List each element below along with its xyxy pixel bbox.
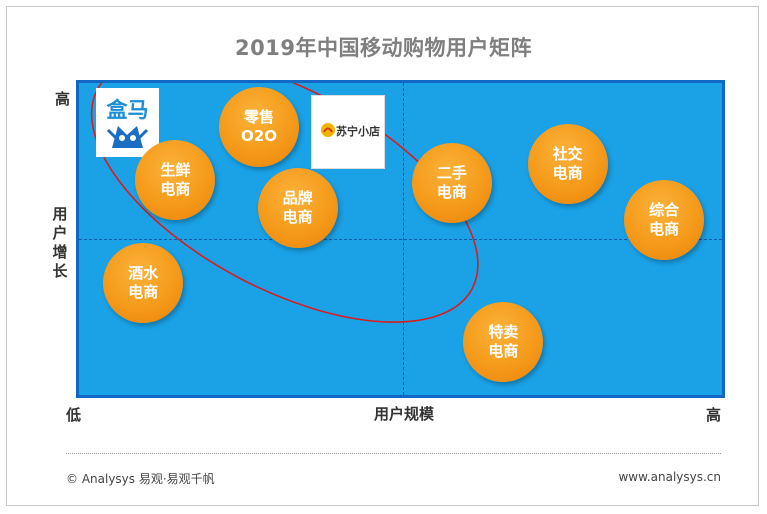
chart-title: 2019年中国移动购物用户矩阵	[235, 36, 532, 60]
data-point-label: 电商	[160, 179, 191, 198]
x-axis-high-label: 高	[706, 406, 722, 424]
footer-divider	[66, 453, 721, 454]
hema-mascot-icon	[106, 126, 149, 148]
data-point-bubble: 零售 O2O	[219, 86, 300, 167]
x-axis-low-label: 低	[66, 406, 82, 424]
data-point-label: 特卖	[488, 322, 519, 341]
data-point-label: 品牌	[282, 188, 313, 207]
footer-url: www.analysys.cn	[618, 470, 721, 484]
data-point-bubble: 特卖 电商	[463, 301, 544, 382]
data-point-label: 生鲜	[160, 160, 191, 179]
highlight-ellipse-layer	[90, 83, 479, 323]
data-point-bubble: 社交 电商	[527, 124, 608, 205]
data-point-label: O2O	[241, 126, 277, 145]
hema-logo: 盒马	[96, 88, 159, 157]
x-axis-label: 用户规模	[374, 405, 435, 423]
data-point-label: 酒水	[128, 263, 159, 282]
data-point-bubble: 二手 电商	[411, 142, 492, 223]
data-point-label: 电商	[128, 282, 159, 301]
y-axis-high-label: 高	[55, 90, 71, 108]
suning-logo-icon	[321, 123, 335, 137]
data-point-label: 电商	[282, 207, 313, 226]
data-point-label: 零售	[244, 107, 275, 126]
data-point-label: 电商	[552, 164, 583, 183]
data-point-label: 电商	[436, 182, 467, 201]
footer-source: © Analysys 易观·易观千帆	[66, 472, 215, 486]
suning-logo: 苏宁小店	[311, 95, 385, 169]
data-point-label: 社交	[552, 145, 583, 164]
data-point-label: 电商	[649, 220, 680, 239]
data-point-bubble: 生鲜 电商	[135, 139, 216, 220]
data-point-bubble: 酒水 电商	[103, 242, 184, 323]
plot-area: 盒马 苏宁小店 零售 O2O 生鲜 电商 品牌 电商 酒水 电商 二手 电商 社交 电商 综合 电商 特卖电…	[76, 80, 725, 398]
data-point-bubble: 品牌 电商	[257, 167, 338, 248]
hema-logo-text: 盒马	[106, 98, 149, 122]
data-point-label: 电商	[488, 341, 519, 360]
y-axis-label: 用户增长	[52, 205, 68, 280]
data-point-label: 综合	[649, 201, 680, 220]
data-point-bubble: 综合 电商	[624, 180, 705, 261]
suning-logo-text: 苏宁小店	[336, 125, 380, 138]
horizontal-divider	[79, 239, 722, 240]
data-point-label: 二手	[436, 163, 467, 182]
